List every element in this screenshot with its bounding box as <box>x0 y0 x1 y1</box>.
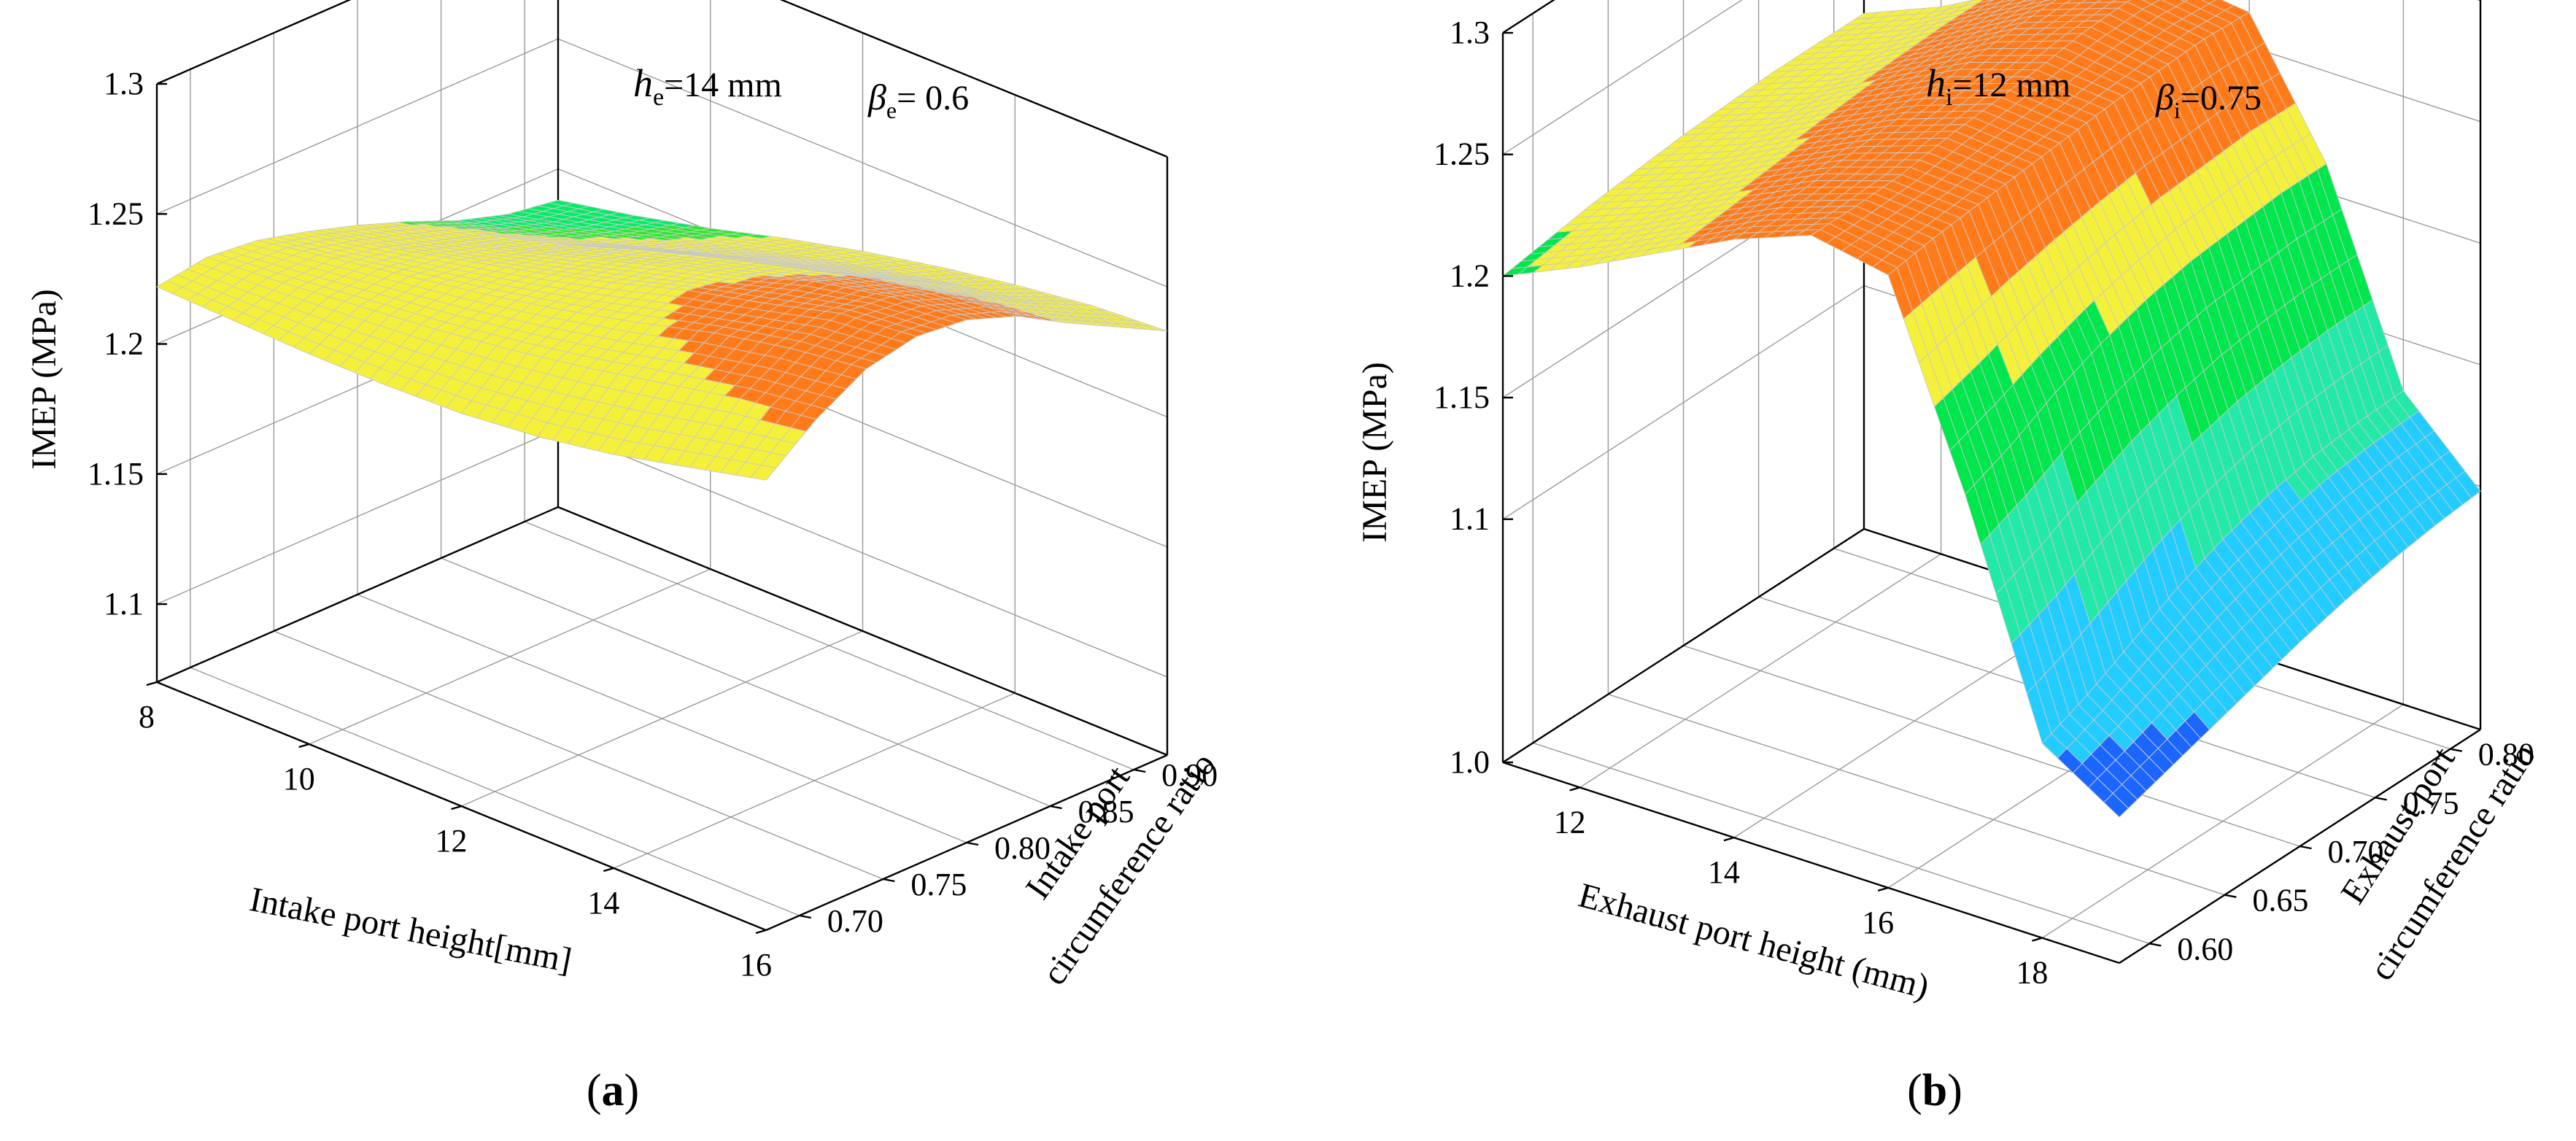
b-x-tick-mark <box>1569 786 1580 792</box>
a-edge <box>156 506 559 684</box>
b-y-tick-label: 0.65 <box>2252 883 2308 918</box>
panel-b-annotation-beta: βi=0.75 <box>2155 77 2262 123</box>
a-grid-y-floor <box>357 594 967 843</box>
a-edge <box>779 0 1168 158</box>
b-x-axis-line <box>1502 761 2120 964</box>
figure-panel-a: 1.11.151.21.251.38101214160.700.750.800.… <box>25 0 1223 1115</box>
panel-b-surface <box>1501 0 2481 818</box>
b-x-tick-mark <box>2032 937 2043 942</box>
b-y-tick-label: 0.60 <box>2177 931 2233 967</box>
b-y-tick-mark <box>2149 943 2162 947</box>
b-z-tick-label: 1.1 <box>1450 501 1490 537</box>
b-y-tick-mark <box>2300 845 2312 850</box>
a-grid-y-floor <box>274 630 883 880</box>
b-y-tick-mark <box>2375 797 2387 801</box>
b-x-tick-label: 16 <box>1862 905 1894 940</box>
panel-a-surface <box>156 199 1168 481</box>
panel-b-caption: (b) <box>1907 1066 1962 1115</box>
b-z-tick-label: 1.3 <box>1450 15 1490 50</box>
b-x-tick-mark <box>1723 836 1735 842</box>
b-z-tick-label: 1.25 <box>1434 136 1490 172</box>
a-edge <box>156 0 352 85</box>
b-z-tick-label: 1.0 <box>1450 744 1490 780</box>
b-x-tick-mark <box>1877 886 1889 892</box>
b-x-tick-label: 12 <box>1554 804 1586 840</box>
b-y-tick-mark <box>2224 894 2237 898</box>
b-y-tick-mark <box>2450 748 2462 752</box>
a-grid-y-floor <box>441 557 1051 807</box>
b-z-tick-label: 1.15 <box>1434 379 1490 415</box>
b-x-tick-label: 14 <box>1708 854 1740 890</box>
b-x-tick-label: 18 <box>2016 955 2048 991</box>
a-grid-y-floor <box>524 521 1134 770</box>
b-z-tick-label: 1.2 <box>1450 258 1490 293</box>
a-edge <box>557 506 1168 757</box>
a-grid-y-floor <box>190 667 800 916</box>
panel-b-x-axis-label: Exhaust port height (mm) <box>1574 875 1933 1006</box>
panel-b-z-axis-label: IMEP (MPa) <box>1355 362 1394 543</box>
